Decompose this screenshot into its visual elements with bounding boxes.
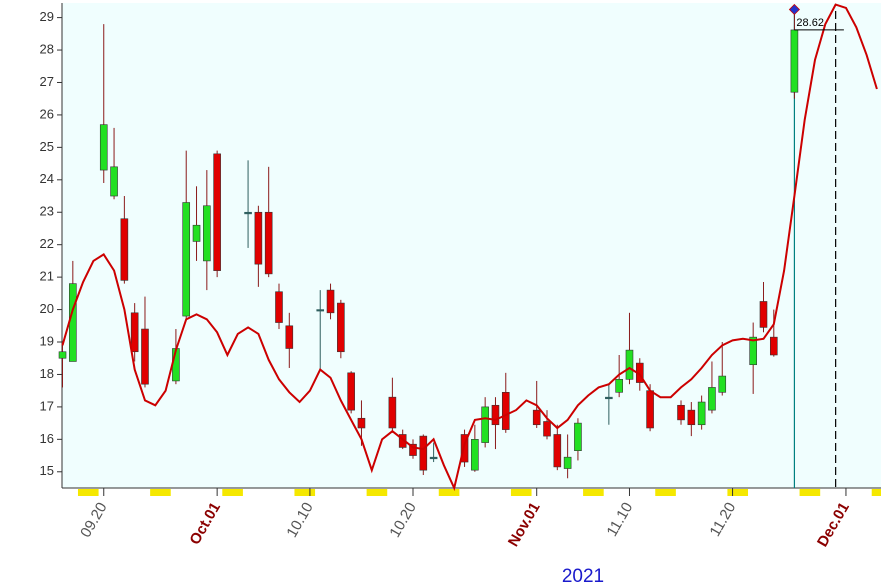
candle-body: [141, 328, 149, 385]
weekend-marker: [366, 489, 388, 496]
candle-body: [501, 391, 510, 430]
candle-body: [563, 456, 572, 469]
candle-body: [471, 439, 479, 471]
weekend-marker: [222, 489, 243, 496]
candle-body: [58, 351, 67, 359]
candle-body: [110, 166, 118, 197]
weekend-marker: [727, 489, 749, 496]
candle-body: [357, 417, 366, 429]
y-tick-label: 18: [40, 366, 54, 381]
weekend-marker: [150, 489, 171, 496]
x-tick-label: 10.20: [386, 499, 419, 540]
candle-body: [182, 202, 191, 317]
candle-body: [326, 289, 335, 314]
candle-body: [543, 421, 551, 437]
candle-body: [759, 301, 768, 328]
weekend-marker: [583, 489, 604, 496]
candle-body: [532, 409, 541, 426]
y-tick-label: 24: [40, 171, 54, 186]
x-tick-label: Dec.01: [814, 499, 853, 549]
y-tick-label: 22: [40, 236, 54, 251]
candle-body: [244, 211, 252, 215]
y-tick-label: 15: [40, 463, 54, 478]
y-tick-label: 21: [40, 269, 54, 284]
weekend-marker: [294, 489, 316, 496]
high-marker: [788, 3, 800, 16]
x-tick-label: 09.20: [77, 499, 110, 540]
y-tick-label: 28: [40, 41, 54, 56]
candle-body: [130, 312, 139, 353]
candle-body: [419, 435, 428, 471]
candle-body: [615, 379, 623, 393]
candle-body: [285, 325, 294, 349]
candle-body: [687, 409, 696, 426]
candle-body: [213, 153, 221, 271]
x-tick-label: Nov.01: [505, 499, 544, 549]
candle-body: [275, 291, 283, 323]
weekend-marker: [799, 489, 821, 496]
candle-body: [553, 434, 562, 468]
y-tick-label: 20: [40, 301, 54, 316]
candle-body: [718, 375, 727, 393]
candle-body: [120, 218, 129, 281]
candle-body: [316, 309, 325, 312]
candle-body: [192, 224, 201, 242]
candle-body: [605, 396, 613, 400]
x-tick-label: 11.10: [603, 499, 636, 539]
y-tick-label: 27: [40, 74, 54, 89]
y-tick-label: 19: [40, 333, 54, 348]
candle-body: [697, 401, 706, 426]
crosshair-label: 28.62: [796, 17, 824, 29]
y-tick-label: 23: [40, 204, 54, 219]
candle-body: [254, 211, 263, 265]
weekend-marker: [438, 489, 460, 496]
plot-background: [62, 3, 881, 488]
x-axis-label: 2021: [562, 566, 604, 587]
x-tick-label: 10.10: [283, 499, 316, 540]
y-tick-label: 16: [40, 431, 54, 446]
x-tick-label: Oct.01: [186, 499, 224, 547]
candle-body: [409, 443, 417, 456]
candle-body: [347, 372, 355, 411]
candle-body: [790, 29, 799, 93]
weekend-marker: [655, 489, 676, 496]
candle-body: [388, 396, 397, 429]
candle-body: [337, 302, 345, 353]
candle-body: [769, 336, 778, 356]
candle-body: [749, 336, 757, 366]
candle-body: [99, 124, 108, 171]
candle-body: [69, 283, 77, 362]
weekend-marker: [871, 489, 881, 496]
candle-body: [625, 349, 634, 380]
candle-body: [646, 390, 654, 429]
candle-body: [429, 456, 438, 460]
weekend-marker: [77, 489, 99, 496]
candle-body: [677, 404, 685, 421]
y-tick-label: 26: [40, 106, 54, 121]
weekend-marker: [510, 489, 532, 496]
y-tick-label: 29: [40, 9, 54, 24]
candle-body: [708, 387, 716, 411]
candle-body: [491, 404, 500, 426]
candle-body: [264, 211, 273, 275]
candle-body: [481, 406, 489, 443]
candle-body: [574, 422, 582, 451]
y-tick-label: 25: [40, 139, 54, 154]
x-tick-label: 11.20: [707, 499, 740, 539]
y-tick-label: 17: [40, 398, 54, 413]
candle-body: [203, 205, 211, 262]
trend-line: [61, 3, 878, 492]
